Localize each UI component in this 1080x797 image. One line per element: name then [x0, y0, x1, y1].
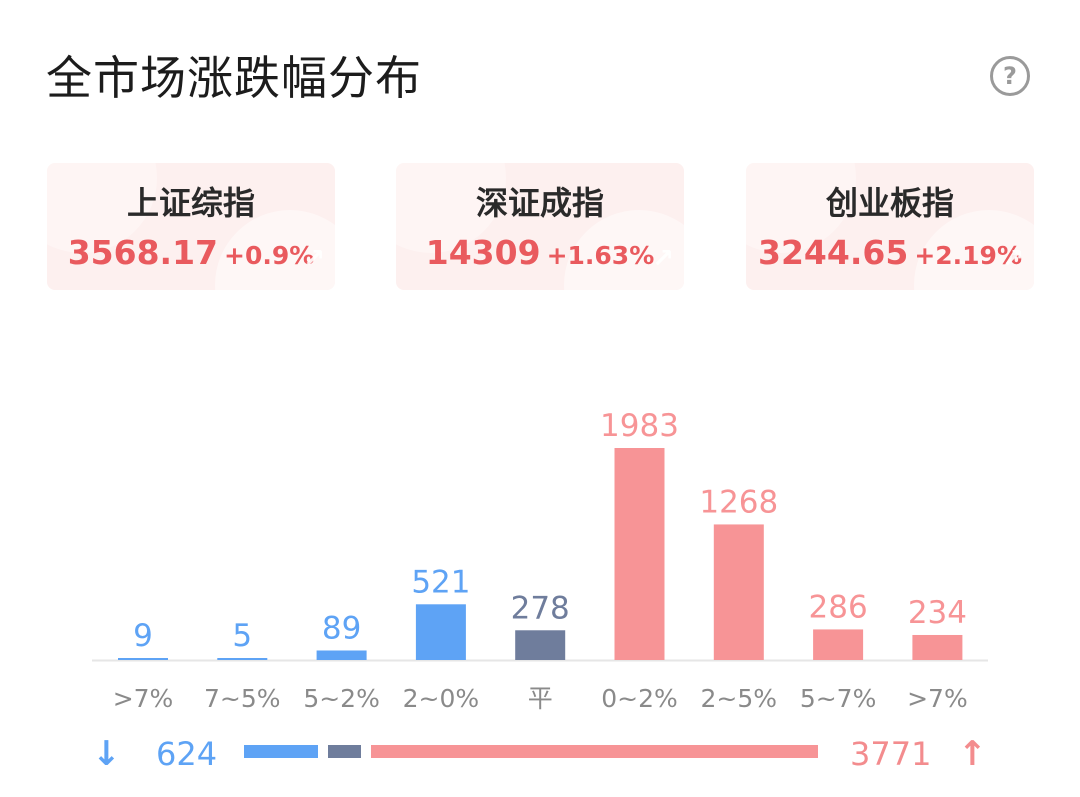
- category-label: 平: [528, 684, 553, 713]
- bar-value-label: 278: [511, 590, 570, 626]
- bar-1[interactable]: [217, 658, 268, 660]
- index-name: 创业板指: [825, 184, 954, 222]
- bar-4[interactable]: [515, 630, 566, 660]
- category-label: 5~7%: [800, 684, 877, 713]
- index-value: 3244.65: [758, 233, 909, 272]
- bar-value-label: 9: [133, 618, 153, 654]
- bar-8[interactable]: [912, 634, 963, 660]
- index-card-sse[interactable]: 上证综指 3568.17 +0.9% ↗: [47, 163, 335, 290]
- up-total: 3771: [850, 735, 932, 773]
- index-card-chinext[interactable]: 创业板指 3244.65 +2.19% ↗: [746, 163, 1034, 290]
- category-label: 5~2%: [303, 684, 380, 713]
- trend-chart-icon: ↗: [652, 244, 674, 274]
- index-name: 上证综指: [126, 184, 255, 222]
- bar-value-label: 234: [908, 595, 967, 631]
- bar-2[interactable]: [316, 650, 367, 660]
- summary-bar-down: [244, 745, 318, 758]
- category-label: >7%: [907, 684, 968, 713]
- bar-value-label: 89: [322, 610, 361, 646]
- help-icon[interactable]: ?: [990, 56, 1030, 96]
- index-name: 深证成指: [475, 184, 604, 222]
- category-label: 2~0%: [403, 684, 480, 713]
- bar-0[interactable]: [118, 658, 168, 660]
- index-value: 14309: [425, 233, 541, 272]
- category-label: 7~5%: [204, 684, 281, 713]
- summary-bar-flat: [328, 745, 361, 758]
- arrow-up-icon: ↑: [958, 734, 987, 774]
- arrow-down-icon: ↓: [92, 734, 121, 774]
- distribution-chart: 9 >7% 5 7~5% 89 5~2% 521 2~0% 278 平 1983 0~2% 1268 2~…: [92, 408, 988, 713]
- index-change: +1.63%: [546, 241, 655, 270]
- bar-value-label: 286: [809, 589, 868, 625]
- category-label: 2~5%: [701, 684, 778, 713]
- index-quote: 14309 +1.63%: [396, 233, 684, 279]
- trend-chart-icon: ↗: [303, 244, 325, 274]
- trend-chart-icon: ↗: [1002, 244, 1024, 274]
- index-card-szse[interactable]: 深证成指 14309 +1.63% ↗: [396, 163, 684, 290]
- bar-7[interactable]: [813, 629, 864, 660]
- bar-value-label: 5: [232, 618, 252, 654]
- bar-value-label: 1268: [699, 484, 778, 520]
- bar-5[interactable]: [614, 448, 665, 660]
- bar-6[interactable]: [713, 524, 764, 660]
- index-quote: 3568.17 +0.9%: [47, 233, 335, 279]
- index-change: +0.9%: [224, 241, 315, 270]
- bar-value-label: 521: [411, 564, 470, 600]
- bar-value-label: 1983: [600, 408, 679, 444]
- category-label: 0~2%: [601, 684, 678, 713]
- index-change: +2.19%: [914, 241, 1022, 270]
- index-quote: 3244.65 +2.19%: [746, 233, 1034, 279]
- index-value: 3568.17: [67, 233, 218, 272]
- category-label: >7%: [113, 684, 174, 713]
- bar-3[interactable]: [415, 604, 466, 660]
- page-title: 全市场涨跌幅分布: [46, 51, 422, 105]
- down-total: 624: [156, 735, 218, 773]
- summary-bar-up: [371, 745, 818, 758]
